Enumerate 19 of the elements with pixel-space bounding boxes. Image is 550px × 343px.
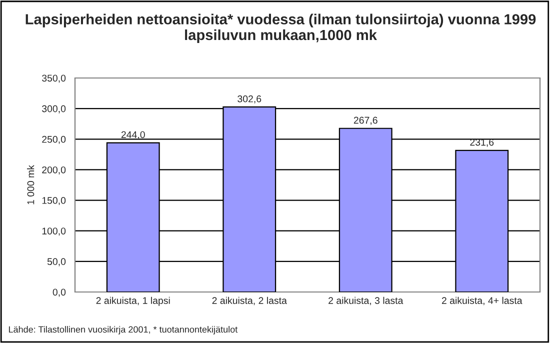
y-tick-label: 0,0	[52, 288, 66, 297]
y-tick-label: 350,0	[42, 74, 66, 83]
data-label: 302,6	[238, 95, 262, 104]
y-axis-title: 1 000 mk	[27, 164, 34, 204]
text: Lähde: Tilastollinen vuosikirja 2001, * tuotannontekijätulot	[8, 326, 238, 334]
y-tick-label: 250,0	[42, 136, 66, 144]
x-tick-label: 2 aikuista, 3 lasta	[328, 296, 404, 306]
y-tick-label: 300,0	[42, 105, 66, 114]
y-tick-label: 100,0	[42, 228, 66, 236]
chart-title: Lapsiperheiden nettoansioita* vuodessa (ilman tulonsiirtoja) vuonna 1999 lapsiluvun mukaan,1000 mk	[26, 14, 536, 44]
y-tick-label: 150,0	[42, 197, 66, 206]
x-tick-label: 2 aikuista, 2 lasta	[212, 296, 287, 306]
y-tick-label: 200,0	[42, 166, 66, 174]
y-tick-label: 50,0	[47, 258, 66, 266]
data-label: 231,6	[470, 138, 494, 147]
data-label: 244,0	[121, 131, 145, 140]
x-tick-label: 2 aikuista, 4+ lasta	[442, 296, 522, 306]
x-tick-label: 2 aikuista, 1 lapsi	[96, 296, 170, 306]
data-label: 267,6	[354, 116, 378, 125]
